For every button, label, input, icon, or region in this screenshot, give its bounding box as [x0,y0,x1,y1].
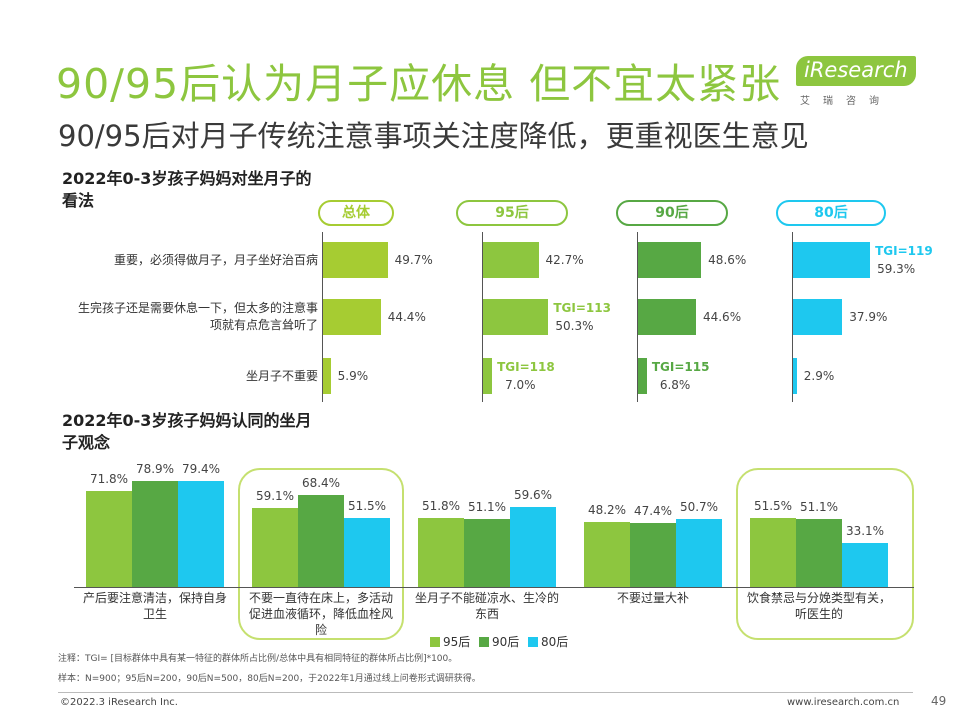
tgi-label: TGI=113 [553,301,611,315]
data-label: 48.2% [587,503,627,518]
bar [638,242,702,278]
bar [344,517,390,587]
data-label: 51.1% [799,499,839,514]
group-pill-3: 80后 [776,200,886,226]
data-label: 44.6% [702,310,742,324]
footer-divider [58,692,913,693]
bar [793,358,797,394]
legend-swatch [430,636,440,647]
legend-swatch [528,636,538,647]
data-label: 79.4% [181,461,221,476]
tgi-label: TGI=115 [651,360,710,374]
data-label: 44.4% [387,310,426,324]
data-label: 42.7% [545,253,584,267]
data-label: 48.6% [708,253,747,267]
legend-label: 95后 [443,635,471,649]
chart2-title: 2022年0-3岁孩子妈妈认同的坐月子观念 [62,411,312,452]
bar [638,358,647,394]
data-label: 78.9% [135,462,175,477]
category-label: 坐月子不重要 [245,369,318,383]
copyright: ©2022.3 iResearch Inc. [60,697,178,708]
bar [323,242,388,278]
legend-label: 90后 [492,635,520,649]
axis-line [322,232,323,402]
bar [676,519,722,587]
data-label: 59.3% [877,262,916,276]
sample-note: 样本：N=900；95后N=200，90后N=500，80后N=200，于202… [58,674,481,684]
legend-swatch [479,636,489,647]
page-title: 90/95后认为月子应休息 但不宜太紧张 [56,60,782,108]
bar [323,299,381,335]
data-label: 37.9% [849,310,888,324]
bar [323,358,331,394]
bar [298,495,344,587]
chart1-title: 2022年0-3岁孩子妈妈对坐月子的看法 [62,169,312,210]
website: www.iresearch.com.cn [787,697,900,708]
bar [418,517,464,587]
data-label: 59.1% [255,488,295,503]
x-axis-line [74,587,914,588]
group-pill-0: 总体 [318,200,394,226]
axis-line [792,232,793,402]
legend-item: 90后 [479,633,519,650]
iresearch-logo: iResearch [796,56,916,86]
data-label: 47.4% [633,504,673,519]
bar [483,242,539,278]
bar [750,517,796,587]
data-label: 5.9% [337,369,369,383]
category-label: 重要，必须得做月子，月子坐好治百病 [113,253,318,267]
bar [793,242,871,278]
data-label: 7.0% [505,378,536,392]
tgi-label: TGI=118 [497,360,555,374]
bar [252,507,298,587]
bar [796,518,842,587]
category-label: 饮食禁忌与分娩类型有关，听医生的 [746,591,891,621]
bar [630,523,676,587]
bar [793,299,843,335]
group-pill-1: 95后 [456,200,568,226]
category-label: 产后要注意清洁，保持自身卫生 [82,591,227,621]
data-label: 51.1% [467,499,507,514]
bar [638,299,696,335]
logo-subtext: 艾瑞咨询 [800,96,892,107]
page-number: 49 [931,694,947,708]
tgi-label: TGI=119 [875,244,933,258]
tgi-note: 注释：TGI= [目标群体中具有某一特征的群体所占比例/总体中具有相同特征的群体… [58,654,458,664]
data-label: 49.7% [394,253,433,267]
bar [842,542,888,587]
data-label: 50.7% [679,500,719,515]
category-label: 坐月子不能碰凉水、生冷的东西 [414,591,559,621]
data-label: 51.8% [421,498,461,513]
bar [464,518,510,587]
data-label: 71.8% [89,471,129,486]
category-label: 不要一直待在床上，多活动促进血液循环，降低血栓风险 [248,591,393,637]
data-label: 6.8% [659,378,691,392]
bar [483,299,549,335]
axis-line [482,232,483,402]
data-label: 59.6% [513,488,553,503]
legend-item: 95后 [430,633,470,650]
data-label: 51.5% [753,498,793,513]
highlight-box [238,468,404,640]
data-label: 50.3% [555,319,594,333]
legend-item: 80后 [528,633,568,650]
bar [510,507,556,587]
axis-line [637,232,638,402]
legend-label: 80后 [541,635,569,649]
data-label: 33.1% [845,523,885,538]
bar [584,522,630,587]
bar [483,358,493,394]
data-label: 2.9% [803,369,835,383]
bar [86,490,132,587]
group-pill-2: 90后 [616,200,728,226]
category-label: 不要过量大补 [616,591,689,605]
bar [178,480,224,587]
bar [132,481,178,587]
highlight-box [736,468,914,640]
page-subtitle: 90/95后对月子传统注意事项关注度降低，更重视医生意见 [58,119,809,153]
data-label: 51.5% [347,498,387,513]
category-label: 生完孩子还是需要休息一下，但太多的注意事项就有点危言耸听了 [77,301,318,332]
data-label: 68.4% [301,476,341,491]
